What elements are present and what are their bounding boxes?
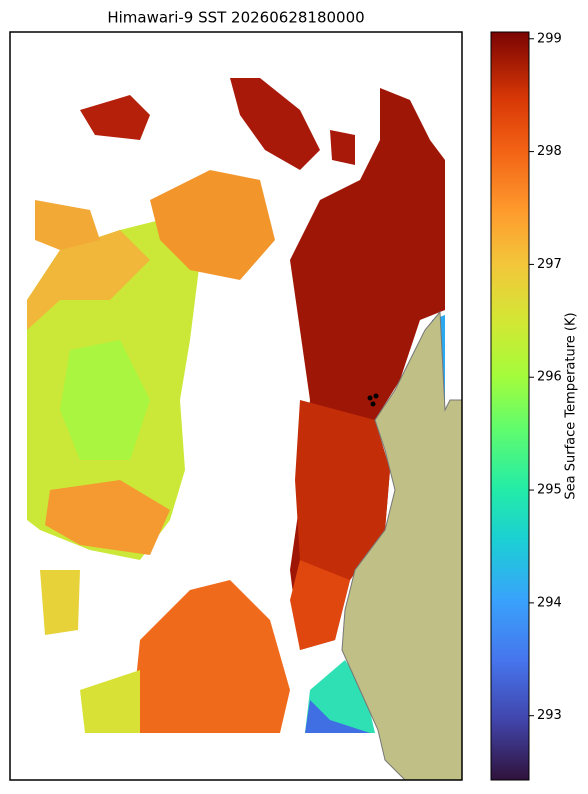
sst-patch [305,700,370,733]
map-title: Himawari-9 SST 20260628180000 [107,9,364,27]
colorbar-tick-label: 299 [537,31,562,46]
sst-patch [150,170,275,280]
sst-patch [290,560,350,650]
sst-patch [35,200,100,250]
sst-patch [330,130,355,165]
sst-patch [27,230,150,330]
sst-patch [230,78,320,170]
colorbar-tick-label: 293 [537,708,562,723]
sst-patch [45,480,170,555]
sst-patch [40,570,80,635]
map-area [10,32,462,780]
sst-patch [130,580,290,733]
sst-patch [80,95,150,140]
colorbar [490,31,530,781]
marker [373,393,379,399]
colorbar-tick-label: 296 [537,370,562,385]
sst-patch [60,340,150,460]
colorbar-tick-label: 294 [537,595,562,610]
colorbar-label: Sea Surface Temperature (K) [564,312,579,499]
colorbar-tick-label: 295 [537,483,562,498]
sst-patch [295,400,390,580]
map-frame [9,31,463,781]
sst-patch [80,670,140,733]
colorbar-tick-label: 297 [537,257,562,272]
land [341,310,462,780]
colorbar-tick-label: 298 [537,144,562,159]
marker [370,401,376,407]
marker [367,395,373,401]
